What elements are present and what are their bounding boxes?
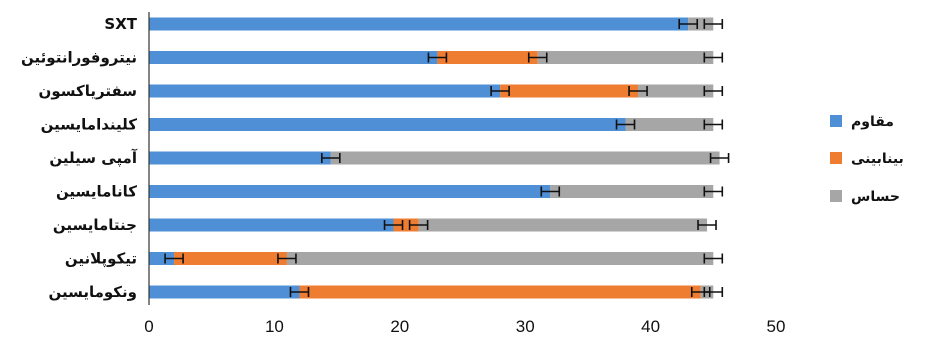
bar-segment <box>149 51 438 64</box>
legend: مقاوم بینابینی حساس <box>830 114 904 205</box>
bar-segment <box>688 17 714 31</box>
category-label: تیکوپلانین <box>65 250 137 269</box>
bar-segment <box>149 218 394 232</box>
category-label: SXT <box>104 15 137 33</box>
bar-segment <box>418 218 708 232</box>
x-tick-label: 30 <box>516 317 535 336</box>
x-tick-label: 0 <box>144 317 153 336</box>
bar-segment <box>437 51 538 64</box>
legend-swatch <box>830 115 842 127</box>
bar-segment <box>330 151 720 165</box>
legend-swatch <box>830 190 842 202</box>
x-tick-label: 40 <box>641 317 660 336</box>
category-label: نیتروفورانتوئین <box>21 49 137 67</box>
bar-segment <box>286 252 714 265</box>
legend-label: مقاوم <box>851 114 894 130</box>
category-label: کلیندامایسین <box>41 116 138 134</box>
bar-segment <box>638 84 714 98</box>
bar-segment <box>393 218 419 232</box>
x-tick-label: 50 <box>767 317 786 336</box>
category-label: آمپی سیلین <box>49 149 137 168</box>
bars-layer <box>149 17 720 299</box>
bar-segment <box>149 285 300 299</box>
error-bars-layer <box>164 19 730 297</box>
bar-segment <box>500 84 639 98</box>
bar-segment <box>299 285 701 299</box>
category-label: کانامایسین <box>56 183 137 201</box>
bar-segment <box>550 185 714 198</box>
bar-segment <box>149 185 551 198</box>
bar-segment <box>149 151 331 165</box>
category-label: ونکومایسین <box>48 283 137 301</box>
bar-segment <box>625 118 714 131</box>
legend-label: بینابینی <box>851 151 904 167</box>
bar-segment <box>149 118 626 131</box>
x-tick-labels: 0 10 20 30 40 50 <box>144 317 785 336</box>
category-label: سفتریاکسون <box>39 82 137 100</box>
bar-segment <box>149 84 501 98</box>
category-label: جنتامایسین <box>53 216 137 234</box>
bar-segment <box>149 17 689 31</box>
x-tick-label: 20 <box>390 317 409 336</box>
legend-swatch <box>830 152 842 164</box>
x-tick-label: 10 <box>265 317 284 336</box>
bar-segment <box>149 252 175 265</box>
category-labels: SXT نیتروفورانتوئین سفتریاکسون کلیندامایسین… <box>21 15 138 301</box>
bar-segment <box>174 252 287 265</box>
bar-segment <box>537 51 714 64</box>
legend-label: حساس <box>851 189 900 205</box>
